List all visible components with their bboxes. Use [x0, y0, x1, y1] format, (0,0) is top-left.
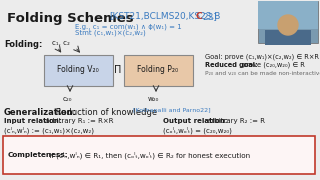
Text: (cᴵₙ,wᴵₙ) := (c₁,w₁)×(c₂,w₂): (cᴵₙ,wᴵₙ) := (c₁,w₁)×(c₂,w₂) — [4, 127, 94, 134]
Text: Stmt (c₁,w₁)×(c₂,w₂): Stmt (c₁,w₁)×(c₂,w₂) — [75, 30, 146, 37]
Text: Folding:: Folding: — [4, 40, 42, 49]
Text: arbitrary R₂ := R: arbitrary R₂ := R — [205, 118, 265, 124]
Text: If (cᴵₙ,wᴵₙ) ∈ R₁, then (cₒᴵₜ,wₒᴵₜ) ∈ R₂ for honest execution: If (cᴵₙ,wᴵₙ) ∈ R₁, then (cₒᴵₜ,wₒᴵₜ) ∈ R₂… — [47, 151, 250, 159]
Text: prove (c₂₀,w₂₀) ∈ R: prove (c₂₀,w₂₀) ∈ R — [240, 62, 305, 69]
Text: Input relation:: Input relation: — [4, 118, 61, 124]
FancyBboxPatch shape — [258, 1, 318, 29]
Text: Output relation:: Output relation: — [163, 118, 228, 124]
FancyBboxPatch shape — [265, 30, 311, 45]
Text: Generalization:: Generalization: — [4, 108, 77, 117]
Text: (cₒᴵₜ,wₒᴵₜ) = (c₂₀,w₂₀): (cₒᴵₜ,wₒᴵₜ) = (c₂₀,w₂₀) — [163, 127, 232, 134]
Text: Folding P₂₀: Folding P₂₀ — [137, 66, 179, 75]
Text: c₂₀: c₂₀ — [63, 96, 73, 102]
Text: [KST21,BCLMS20,KS23,B: [KST21,BCLMS20,KS23,B — [109, 12, 220, 21]
FancyBboxPatch shape — [44, 55, 113, 86]
Text: C: C — [196, 12, 203, 21]
Text: 23]: 23] — [202, 12, 217, 21]
Text: arbitrary R₁ := R×R: arbitrary R₁ := R×R — [43, 118, 114, 124]
Text: Reduction of knowledge: Reduction of knowledge — [53, 108, 160, 117]
FancyBboxPatch shape — [3, 136, 315, 174]
Text: E.g., c₁ = com(w₁) ∧ ϕ(w₁) = 1: E.g., c₁ = com(w₁) ∧ ϕ(w₁) = 1 — [75, 23, 182, 30]
FancyBboxPatch shape — [124, 55, 193, 86]
Text: Reduced goal:: Reduced goal: — [205, 62, 258, 68]
Text: Goal: prove (c₁,w₁)×(c₂,w₂) ∈ R×R: Goal: prove (c₁,w₁)×(c₂,w₂) ∈ R×R — [205, 53, 319, 60]
Text: [Kothapalli and Parno22]: [Kothapalli and Parno22] — [133, 108, 211, 113]
Text: Π: Π — [114, 65, 122, 75]
Text: c₁, c₂: c₁, c₂ — [52, 40, 70, 46]
FancyBboxPatch shape — [258, 1, 318, 43]
Text: Completeness:: Completeness: — [8, 152, 68, 158]
Text: Folding V₂₀: Folding V₂₀ — [57, 66, 99, 75]
Circle shape — [278, 15, 298, 35]
Text: Folding Schemes: Folding Schemes — [7, 12, 138, 25]
Text: P₂₀ and v₂₀ can be made non-interactive: P₂₀ and v₂₀ can be made non-interactive — [205, 71, 320, 76]
Text: w₂₀: w₂₀ — [148, 96, 159, 102]
